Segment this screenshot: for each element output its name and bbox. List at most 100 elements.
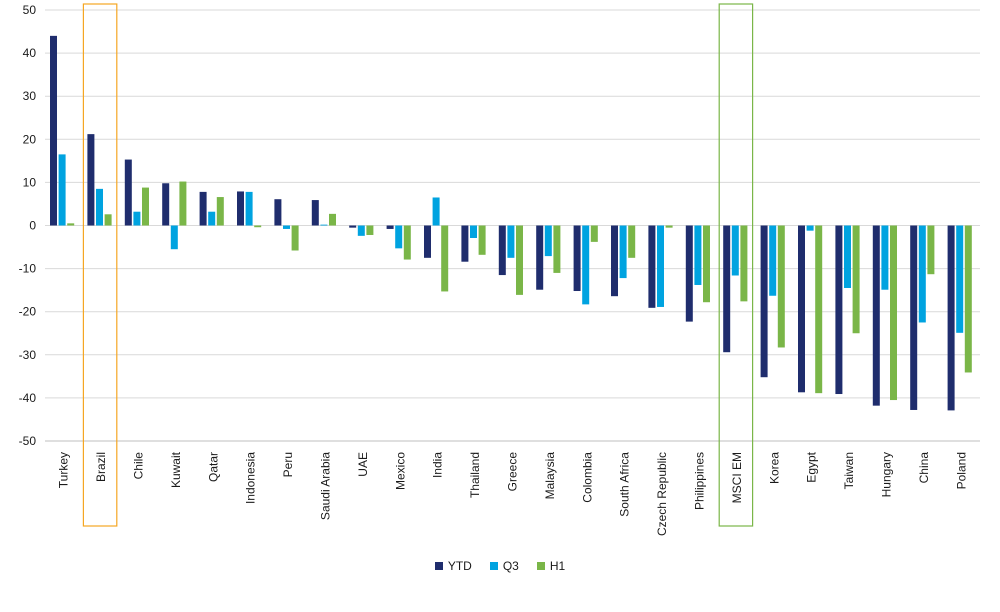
bar-layer bbox=[50, 35, 972, 411]
bar-2-13 bbox=[553, 225, 561, 273]
y-tick-label: 30 bbox=[23, 89, 37, 103]
y-tick-label: -30 bbox=[19, 348, 37, 362]
x-tick-labels: Turkey Brazil Chile Kuwait Qatar Indonesia Per… bbox=[57, 451, 969, 536]
y-tick-label: 40 bbox=[23, 46, 37, 60]
x-tick-label: Thailand bbox=[468, 452, 482, 498]
bar-1-9 bbox=[395, 225, 403, 249]
bar-2-24 bbox=[964, 225, 972, 373]
bar-2-19 bbox=[777, 225, 785, 348]
bar-2-17 bbox=[703, 225, 710, 303]
bar-0-6 bbox=[274, 199, 282, 226]
bar-2-23 bbox=[927, 225, 935, 275]
legend-item-1: Q3 bbox=[489, 559, 519, 573]
legend: YTD Q3 H1 bbox=[0, 559, 1000, 573]
y-tick-labels: 50 40 30 20 10 0 -10 -20 -30 -40 -50 bbox=[19, 3, 37, 448]
bar-0-17 bbox=[685, 225, 693, 322]
bar-1-8 bbox=[357, 225, 365, 236]
bar-0-14 bbox=[573, 225, 581, 292]
bar-2-15 bbox=[628, 225, 636, 258]
highlight-layer bbox=[82, 3, 754, 527]
bar-0-24 bbox=[947, 225, 955, 411]
bar-1-16 bbox=[657, 225, 664, 307]
y-tick-label: -40 bbox=[19, 391, 37, 405]
bar-0-1 bbox=[87, 134, 95, 226]
bar-2-6 bbox=[291, 225, 299, 251]
x-tick-label: UAE bbox=[356, 452, 370, 477]
bar-0-23 bbox=[910, 225, 918, 410]
x-tick-label: Korea bbox=[767, 452, 781, 484]
bar-0-20 bbox=[798, 225, 805, 393]
bar-2-4 bbox=[216, 197, 224, 226]
highlight-box-0 bbox=[82, 3, 118, 527]
x-tick-label: China bbox=[917, 452, 931, 484]
x-tick-label: Czech Republic bbox=[655, 452, 669, 536]
bar-0-9 bbox=[386, 225, 394, 229]
x-tick-label: Greece bbox=[506, 452, 520, 492]
bar-1-3 bbox=[170, 225, 178, 250]
x-tick-label: South Africa bbox=[618, 452, 632, 517]
bar-0-13 bbox=[536, 225, 544, 290]
bar-1-11 bbox=[470, 225, 477, 238]
x-tick-label: Brazil bbox=[94, 452, 108, 482]
bar-1-5 bbox=[245, 191, 253, 226]
bar-1-6 bbox=[283, 225, 290, 229]
y-tick-label: 0 bbox=[29, 219, 36, 233]
y-tick-label: -10 bbox=[19, 262, 37, 276]
bar-2-1 bbox=[104, 214, 112, 226]
bar-0-4 bbox=[199, 191, 207, 226]
x-tick-label: Chile bbox=[132, 452, 146, 480]
bar-2-7 bbox=[329, 213, 336, 226]
y-tick-label: 10 bbox=[23, 175, 37, 189]
legend-label: YTD bbox=[447, 559, 472, 573]
legend-label: H1 bbox=[549, 559, 566, 573]
x-tick-label: Philippines bbox=[693, 452, 707, 510]
x-tick-label: Saudi Arabia bbox=[319, 452, 333, 520]
legend-item-2: H1 bbox=[536, 559, 566, 573]
legend-label: Q3 bbox=[502, 559, 519, 573]
bar-0-18 bbox=[723, 225, 731, 353]
bar-0-22 bbox=[872, 225, 880, 406]
bar-1-14 bbox=[582, 225, 590, 305]
x-tick-label: Peru bbox=[281, 452, 295, 477]
bar-2-3 bbox=[179, 181, 187, 226]
y-tick-label: -50 bbox=[19, 434, 37, 448]
x-tick-label: Indonesia bbox=[244, 452, 258, 504]
bar-1-19 bbox=[769, 225, 777, 296]
bar-2-8 bbox=[366, 225, 374, 235]
x-tick-label: Colombia bbox=[580, 452, 594, 503]
x-tick-label: Poland bbox=[954, 452, 968, 489]
legend-swatch bbox=[434, 562, 443, 570]
bar-1-12 bbox=[507, 225, 515, 258]
bar-1-20 bbox=[806, 225, 814, 231]
bar-1-18 bbox=[731, 225, 739, 276]
bar-0-8 bbox=[349, 225, 357, 228]
legend-swatch bbox=[536, 562, 545, 570]
bar-2-9 bbox=[403, 225, 411, 260]
bar-2-11 bbox=[478, 225, 486, 255]
bar-1-22 bbox=[881, 225, 889, 290]
x-tick-label: India bbox=[431, 452, 445, 478]
bar-2-14 bbox=[590, 225, 598, 242]
bar-0-21 bbox=[835, 225, 843, 395]
bar-0-7 bbox=[311, 200, 319, 226]
x-tick-label: Turkey bbox=[57, 452, 71, 488]
bar-0-5 bbox=[237, 191, 244, 226]
bar-1-24 bbox=[956, 225, 964, 333]
bar-2-16 bbox=[665, 225, 673, 228]
bar-1-1 bbox=[96, 188, 103, 226]
x-tick-label: MSCI EM bbox=[730, 452, 744, 503]
bar-2-21 bbox=[852, 225, 860, 334]
x-tick-label: Egypt bbox=[805, 451, 819, 482]
bar-0-11 bbox=[461, 225, 469, 262]
bar-2-0 bbox=[67, 223, 75, 226]
bar-0-3 bbox=[162, 183, 170, 226]
x-tick-label: Qatar bbox=[206, 452, 220, 482]
bar-1-0 bbox=[58, 154, 66, 226]
bar-0-16 bbox=[648, 225, 656, 308]
bar-2-12 bbox=[516, 225, 523, 295]
bar-1-7 bbox=[320, 224, 328, 226]
y-tick-label: 20 bbox=[23, 132, 37, 146]
bar-2-22 bbox=[890, 225, 897, 401]
